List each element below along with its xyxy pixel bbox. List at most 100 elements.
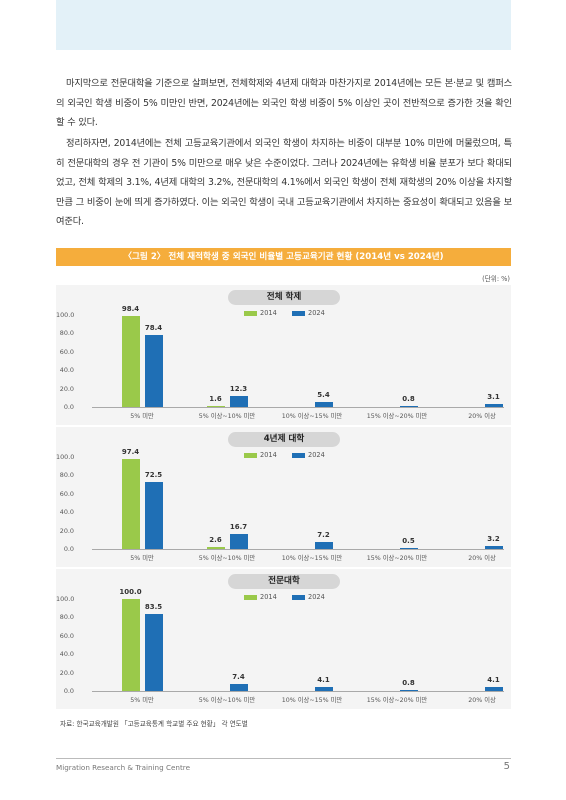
paragraph-2: 정리하자면, 2014년에는 전체 고등교육기관에서 외국인 학생이 차지하는 … [56, 138, 512, 228]
x-category-label: 20% 이상 [468, 413, 496, 420]
bar-value-label: 2.6 [209, 535, 222, 544]
y-tick-label: 100.0 [56, 453, 75, 461]
y-tick-label: 20.0 [59, 384, 74, 393]
bar-value-label: 72.5 [144, 471, 163, 480]
chart-panel: 전문대학 2014 2024 100.0 80.0 60.0 40.0 20.0 0.0 100.… [56, 569, 511, 709]
bar-value-label: 97.4 [121, 448, 140, 457]
legend-swatch [292, 594, 305, 600]
bar-value-label: 3.1 [487, 393, 500, 402]
bar-2024 [229, 533, 248, 549]
bar-value-label: 3.2 [487, 535, 500, 544]
figure-source: 자료: 한국교육개발원 「고등교육통계 학교별 주요 현황」 각 연도별 [60, 720, 248, 728]
bar-value-label: 16.7 [229, 522, 248, 531]
bar-2024 [229, 684, 248, 691]
bar-value-label: 12.3 [229, 384, 248, 393]
chart-legend: 2014 2024 [56, 592, 511, 602]
y-tick-label: 0.0 [63, 545, 74, 553]
header-box [56, 0, 511, 50]
y-tick-label: 80.0 [59, 329, 74, 338]
chart-legend: 2014 2024 [56, 308, 511, 318]
legend-label: 2014 [260, 309, 277, 317]
paragraph-1: 마지막으로 전문대학을 기준으로 살펴보면, 전체학제와 4년제 대학과 마찬가… [56, 78, 512, 129]
figure-title: 〈그림 2〉 전체 재적학생 중 외국인 비율별 고등교육기관 현황 (2014… [56, 248, 511, 266]
y-tick-label: 100.0 [56, 595, 75, 603]
legend-swatch [292, 310, 305, 316]
legend-swatch [244, 452, 257, 458]
x-category-label: 20% 이상 [468, 555, 496, 562]
bar-2024 [484, 546, 503, 549]
bar-value-label: 83.5 [144, 603, 163, 612]
bar-value-label: 0.8 [402, 678, 415, 687]
bar-2024 [314, 402, 333, 407]
x-category-label: 5% 이상~10% 미만 [198, 413, 256, 420]
x-category-label: 10% 이상~15% 미만 [281, 555, 343, 562]
bar-value-label: 1.6 [209, 394, 222, 403]
bar-2024 [314, 542, 333, 549]
bar-2024 [144, 482, 163, 549]
legend-swatch [244, 310, 257, 316]
x-category-label: 15% 이상~20% 미만 [366, 697, 428, 704]
bar-value-label: 4.1 [317, 676, 330, 685]
y-tick-label: 100.0 [56, 311, 75, 319]
bar-2024 [144, 334, 163, 407]
bar-2014 [206, 546, 225, 549]
chart-title: 전체 학제 [228, 290, 340, 305]
legend-item: 2014 [244, 308, 277, 318]
bar-2014 [121, 316, 140, 407]
x-category-label: 5% 이상~10% 미만 [198, 697, 256, 704]
x-category-label: 15% 이상~20% 미만 [366, 555, 428, 562]
y-tick-label: 80.0 [59, 613, 74, 622]
bar-2024 [484, 687, 503, 691]
y-tick-label: 20.0 [59, 526, 74, 535]
bar-2024 [399, 405, 418, 407]
legend-label: 2024 [308, 309, 325, 317]
y-tick-label: 60.0 [59, 347, 74, 356]
legend-item: 2024 [292, 592, 325, 602]
legend-label: 2024 [308, 593, 325, 601]
legend-label: 2024 [308, 451, 325, 459]
x-category-label: 15% 이상~20% 미만 [366, 413, 428, 420]
unit-label: (단위: %) [482, 275, 510, 283]
bar-value-label: 7.2 [317, 531, 330, 540]
bar-2014 [121, 459, 140, 549]
legend-item: 2024 [292, 450, 325, 460]
chart-title: 전문대학 [228, 574, 340, 589]
footer-rule [56, 758, 511, 759]
bar-2024 [229, 395, 248, 407]
bar-value-label: 0.8 [402, 394, 415, 403]
x-category-label: 5% 미만 [130, 697, 154, 704]
legend-item: 2024 [292, 308, 325, 318]
y-tick-label: 40.0 [59, 508, 74, 517]
x-category-label: 10% 이상~15% 미만 [281, 413, 343, 420]
legend-item: 2014 [244, 592, 277, 602]
y-tick-label: 60.0 [59, 489, 74, 498]
bar-value-label: 78.4 [144, 323, 163, 332]
chart-legend: 2014 2024 [56, 450, 511, 460]
x-category-label: 5% 미만 [130, 413, 154, 420]
x-category-label: 5% 이상~10% 미만 [198, 555, 256, 562]
bar-value-label: 100.0 [119, 588, 142, 596]
x-category-label: 10% 이상~15% 미만 [281, 697, 343, 704]
footer-text: Migration Research & Training Centre [56, 763, 190, 772]
chart-panel: 4년제 대학 2014 2024 100.0 80.0 60.0 40.0 20.0 0.0 97… [56, 427, 511, 567]
y-tick-label: 40.0 [59, 650, 74, 659]
y-tick-label: 60.0 [59, 631, 74, 640]
x-category-label: 5% 미만 [130, 555, 154, 562]
bar-2024 [314, 687, 333, 691]
y-tick-label: 40.0 [59, 366, 74, 375]
bar-2024 [399, 689, 418, 691]
chart-title: 4년제 대학 [228, 432, 340, 447]
bar-2024 [399, 547, 418, 549]
page-number: 5 [503, 761, 510, 772]
x-axis-line [92, 691, 504, 692]
bar-value-label: 4.1 [487, 676, 500, 685]
legend-swatch [244, 594, 257, 600]
bar-2024 [484, 404, 503, 407]
bar-value-label: 98.4 [121, 305, 140, 314]
legend-label: 2014 [260, 451, 277, 459]
bar-2014 [206, 405, 225, 407]
x-axis-line [92, 407, 504, 408]
chart-panel: 전체 학제 2014 2024 100.0 80.0 60.0 40.0 20.0 0.0 98.… [56, 285, 511, 425]
y-tick-label: 0.0 [63, 687, 74, 695]
bar-value-label: 5.4 [317, 391, 330, 400]
